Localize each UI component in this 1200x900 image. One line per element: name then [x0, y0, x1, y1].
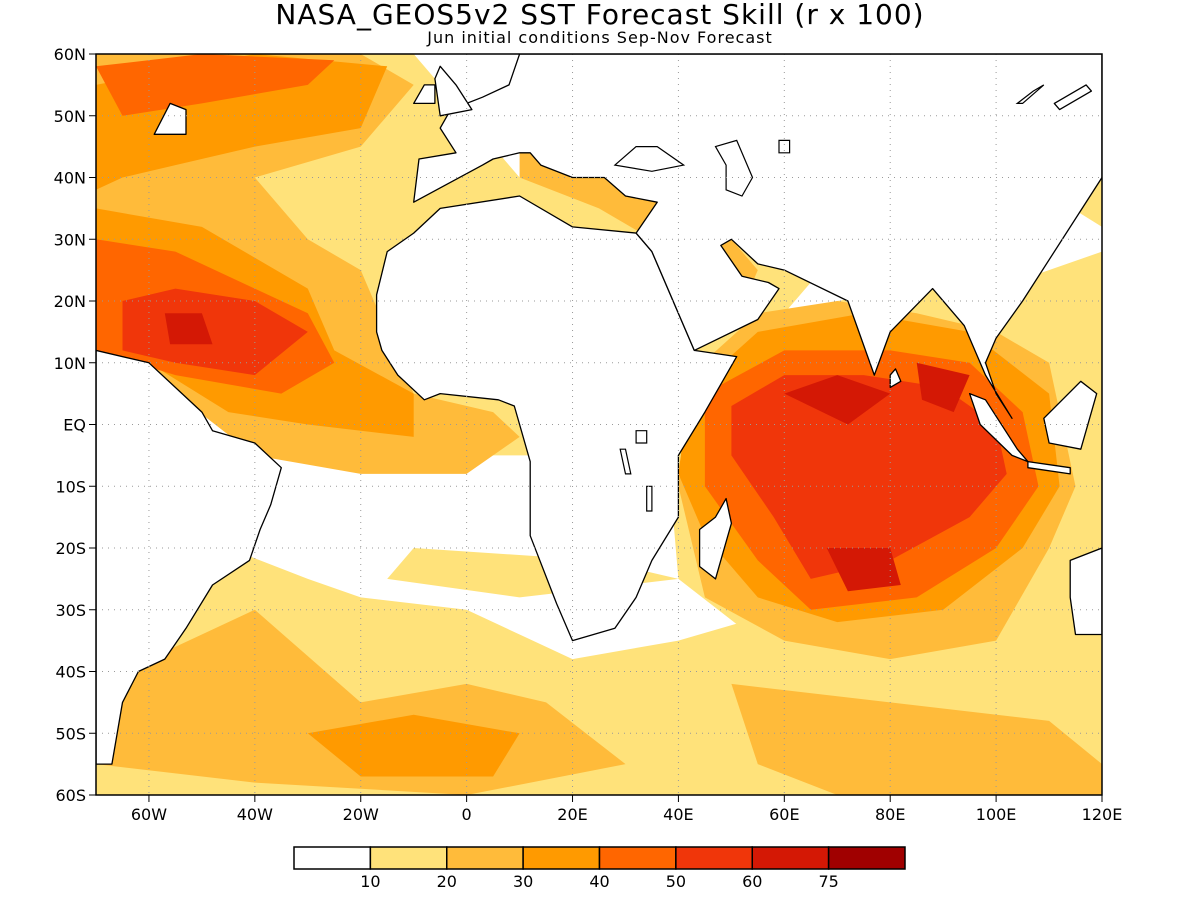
- colorbar-swatch: [751, 846, 830, 870]
- land-madagascar: [698, 497, 733, 580]
- colorbar-swatch: [598, 846, 677, 870]
- y-tick-label: 20N: [54, 292, 86, 311]
- lake-caspian-sea: [714, 139, 754, 197]
- land-kamchatka-sea: [1053, 84, 1093, 111]
- skill-region-level-6: [916, 362, 970, 413]
- plot-area: [96, 54, 1102, 795]
- colorbar-swatch: [369, 846, 448, 870]
- x-tick-label: 120E: [1082, 805, 1123, 824]
- y-tick-label: 30S: [55, 601, 86, 620]
- x-tick-label: 60E: [769, 805, 799, 824]
- lake-lake-malawi: [646, 485, 653, 512]
- skill-region-level-6: [164, 313, 213, 345]
- y-tick-label: 20S: [55, 539, 86, 558]
- land-south-america: [96, 349, 282, 765]
- skill-region-level-5: [731, 375, 1007, 579]
- colorbar: 10 20 30 40 50 60 75: [293, 846, 906, 891]
- land-europe-asia: [413, 54, 1102, 419]
- colorbar-label: 50: [666, 872, 686, 891]
- skill-region-level-5: [122, 288, 308, 376]
- x-tick-label: 40E: [663, 805, 693, 824]
- land-australia: [1069, 547, 1102, 636]
- y-tick-label: EQ: [63, 416, 86, 435]
- land-sri-lanka: [889, 368, 902, 389]
- skill-region-level-4: [96, 54, 335, 116]
- x-tick-label: 100E: [976, 805, 1017, 824]
- skill-region-level-6: [784, 375, 891, 425]
- land-africa: [375, 195, 738, 642]
- skill-region-level-3: [307, 714, 520, 777]
- y-tick-label: 30N: [54, 230, 86, 249]
- colorbar-swatch: [827, 846, 906, 870]
- land-ireland: [413, 84, 436, 105]
- x-tick-label: 20E: [557, 805, 587, 824]
- lake-lake-baikal: [1015, 84, 1045, 105]
- y-tick-label: 40N: [54, 169, 86, 188]
- y-tick-label: 10N: [54, 354, 86, 373]
- lake-lake-tanganyika: [619, 448, 632, 475]
- x-tick-label: 60W: [131, 805, 167, 824]
- land-newfoundland: [153, 102, 187, 135]
- x-tick-label: 20W: [343, 805, 379, 824]
- land-greenland: [227, 54, 231, 55]
- colorbar-label: 20: [437, 872, 457, 891]
- land-java: [1027, 460, 1071, 475]
- land-borneo: [1043, 380, 1098, 450]
- chart-subtitle: Jun initial conditions Sep-Nov Forecast: [427, 28, 773, 47]
- x-tick-label: 80E: [875, 805, 905, 824]
- y-tick-label: 50S: [55, 724, 86, 743]
- x-tick-label: 40W: [237, 805, 273, 824]
- y-tick-label: 50N: [54, 107, 86, 126]
- y-tick-label: 60N: [54, 45, 86, 64]
- colorbar-label: 60: [742, 872, 762, 891]
- colorbar-label: 30: [513, 872, 533, 891]
- colorbar-swatch: [675, 846, 753, 870]
- lake-lake-victoria: [635, 430, 648, 444]
- y-tick-label: 40S: [55, 663, 86, 682]
- colorbar-swatch: [293, 846, 372, 870]
- skill-region-level-2: [731, 683, 1102, 795]
- colorbar-swatch: [446, 846, 524, 870]
- y-tick-label: 10S: [55, 477, 86, 496]
- colorbar-label: 75: [818, 872, 838, 891]
- y-tick-label: 60S: [55, 786, 86, 805]
- chart-title: NASA_GEOS5v2 SST Forecast Skill (r x 100…: [275, 0, 925, 31]
- lake-aral-sea: [778, 139, 791, 154]
- x-tick-label: 0: [462, 805, 472, 824]
- colorbar-swatch: [522, 846, 601, 870]
- colorbar-label: 10: [360, 872, 380, 891]
- land-uk: [434, 65, 473, 117]
- lake-black-sea: [613, 146, 686, 172]
- colorbar-label: 40: [589, 872, 609, 891]
- skill-region-level-6: [826, 548, 901, 592]
